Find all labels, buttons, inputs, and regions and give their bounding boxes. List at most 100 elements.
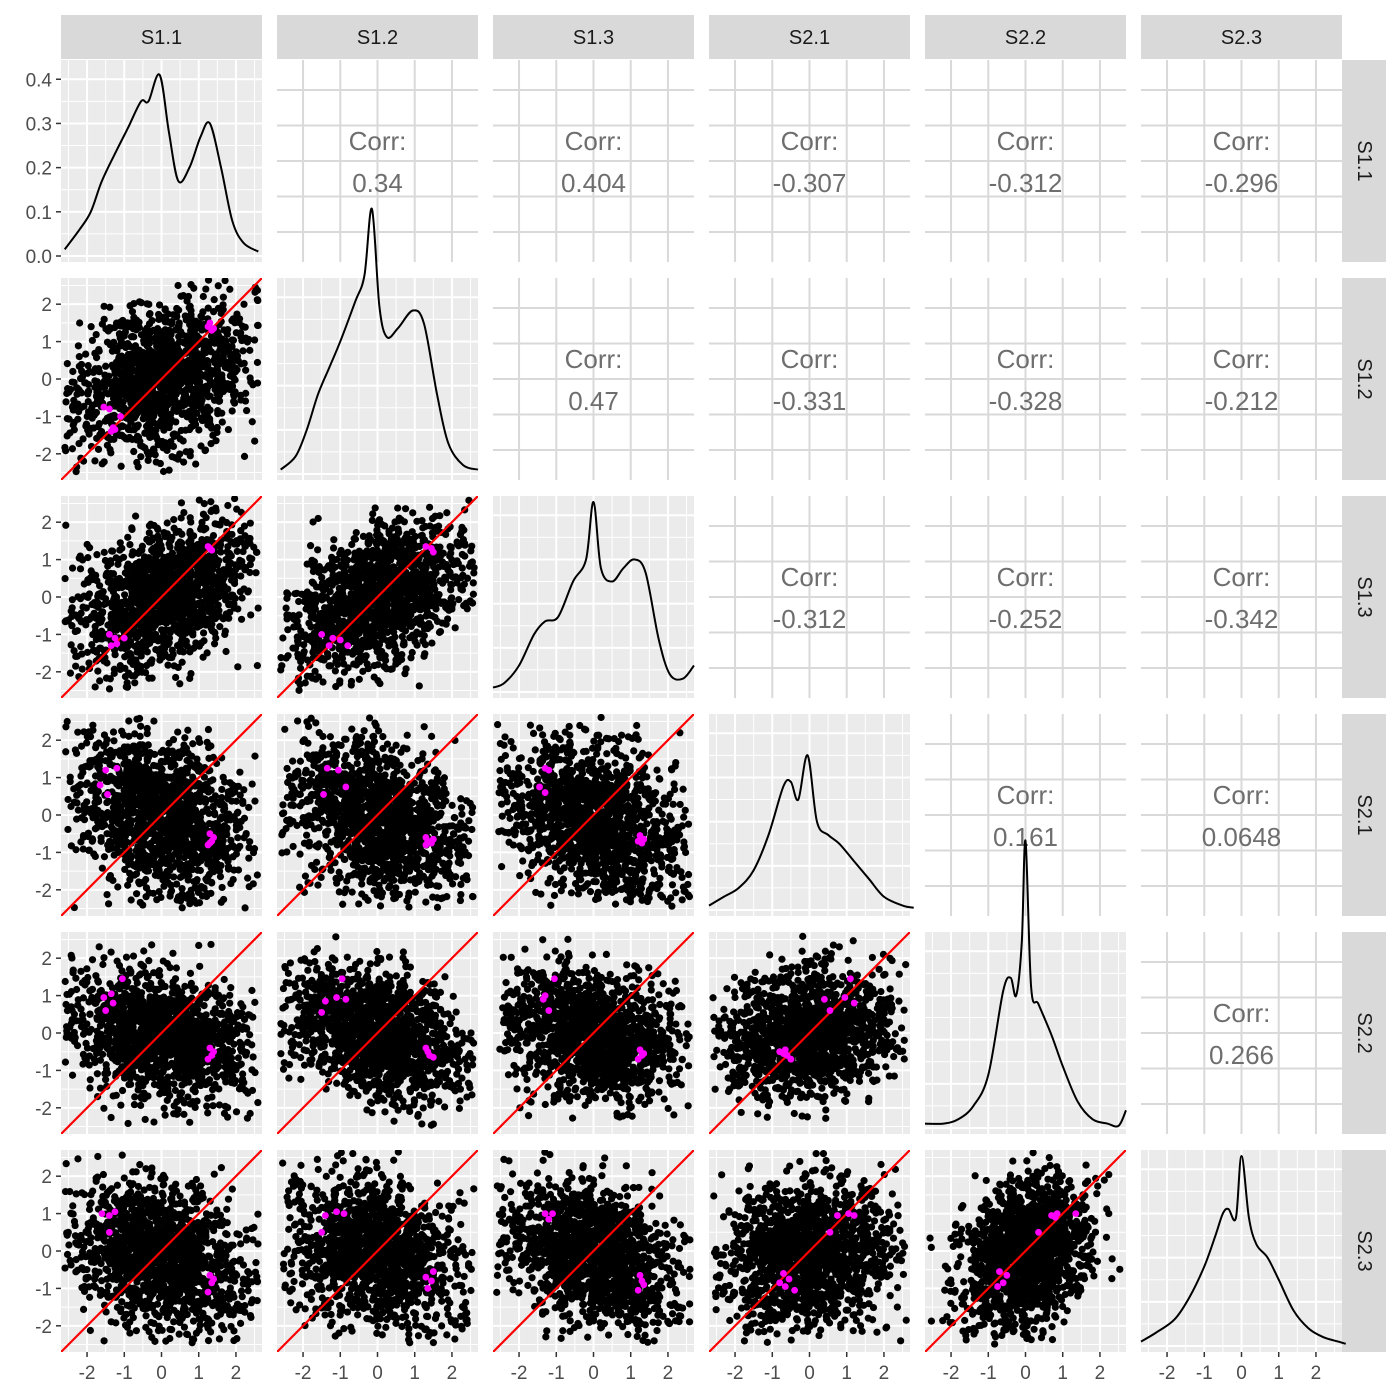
scatter-points: [61, 278, 262, 480]
corr-label: Corr:: [1213, 780, 1271, 810]
panel-s2-3-s1-1: [61, 1150, 262, 1352]
corr-value: 0.404: [561, 168, 626, 198]
highlight-point: [834, 1212, 841, 1219]
grid: [1141, 1150, 1342, 1352]
y-tick-label: -2: [35, 1099, 52, 1120]
corr-label: Corr:: [781, 344, 839, 374]
corr-value: -0.296: [1205, 168, 1279, 198]
grid: [277, 60, 478, 262]
y-tick-label: -1: [35, 625, 52, 646]
x-tick-label: 0: [1020, 1363, 1031, 1384]
highlight-point: [320, 791, 327, 798]
y-tick-label: 0: [41, 806, 52, 827]
panel-s1-2-s2-1: Corr: -0.331: [709, 278, 910, 480]
highlight-point: [640, 835, 648, 843]
highlight-point: [107, 642, 115, 650]
y-tick-label: -2: [35, 1317, 52, 1338]
highlight-point: [102, 766, 110, 774]
panel-s2-3-s2-1: [709, 1150, 910, 1352]
panel-s1-3-s2-1: Corr: -0.312: [709, 496, 910, 698]
y-tick-label: 1: [41, 1205, 52, 1226]
x-tick-label: 0: [804, 1363, 815, 1384]
y-tick-label: 1: [41, 551, 52, 572]
reference-line: [277, 496, 478, 698]
panel-s2-3-s1-3: [493, 1150, 694, 1352]
highlight-point: [321, 997, 329, 1005]
grid: [709, 278, 910, 480]
highlight-point: [850, 1212, 858, 1219]
highlight-point: [429, 548, 437, 556]
scatter-points: [709, 1150, 910, 1352]
density-tick-label: 0.3: [26, 114, 52, 135]
panel-s2-1-s2-3: Corr: 0.0648: [1141, 714, 1342, 916]
density-curve-s2-3: [1140, 1154, 1347, 1345]
highlight-point: [204, 1055, 212, 1063]
highlight-point: [820, 995, 828, 1003]
panel-s1-3-s2-2: Corr: -0.252: [925, 496, 1126, 698]
panel-s2-3-s2-3: [1140, 1150, 1347, 1352]
highlight-point: [996, 1268, 1003, 1275]
corr-label: Corr:: [997, 344, 1055, 374]
column-strip-s1-1: [61, 15, 262, 59]
highlight-point: [318, 1228, 326, 1236]
grid: [925, 496, 1126, 698]
panel-s1-2-s2-2: Corr: -0.328: [925, 278, 1126, 480]
corr-label: Corr:: [1213, 562, 1271, 592]
highlight-point: [104, 791, 111, 798]
density-curve-s2-2: [924, 839, 1127, 1128]
column-label-s2-3: S2.3: [1221, 27, 1262, 49]
corr-value: -0.307: [773, 168, 847, 198]
density-tick-label: 0.4: [26, 70, 53, 91]
x-tick-label: 2: [1095, 1363, 1106, 1384]
panel-s1-3-s1-3: [492, 496, 695, 698]
column-label-s1-3: S1.3: [573, 27, 614, 49]
column-label-s2-1: S2.1: [789, 27, 830, 49]
panel-s1-3-s2-3: Corr: -0.342: [1141, 496, 1342, 698]
highlight-point: [206, 839, 214, 847]
reference-line: [277, 1150, 478, 1352]
y-tick-label: -2: [35, 881, 52, 902]
scatter-points: [61, 932, 262, 1134]
highlight-point: [826, 1007, 834, 1014]
reference-line: [277, 714, 478, 916]
corr-label: Corr:: [781, 126, 839, 156]
highlight-point: [781, 1046, 789, 1054]
corr-label: Corr:: [997, 780, 1055, 810]
panel-s1-1-s1-2: Corr: 0.34: [277, 60, 478, 262]
highlight-point: [210, 1048, 218, 1056]
grid: [925, 932, 1126, 1134]
panel-s2-2-s1-2: [277, 932, 478, 1134]
highlight-point: [847, 975, 854, 983]
x-tick-label: -1: [332, 1363, 349, 1384]
y-tick-label: 0: [41, 370, 52, 391]
highlight-point: [1072, 1210, 1080, 1217]
highlight-point: [536, 783, 543, 791]
highlight-point: [634, 1055, 642, 1063]
highlight-point: [105, 405, 113, 413]
x-tick-label: 1: [625, 1363, 636, 1384]
highlight-point: [422, 1273, 430, 1281]
reference-line: [61, 714, 262, 916]
highlight-point: [1003, 1271, 1011, 1279]
row-label-s2-3: S2.3: [1353, 1230, 1375, 1271]
density-curve-s2-1: [708, 754, 914, 909]
highlight-point: [429, 1053, 437, 1061]
density-curve-s1-1: [63, 73, 259, 253]
x-tick-label: 0: [156, 1363, 167, 1384]
highlight-point: [333, 1208, 340, 1216]
corr-label: Corr:: [1213, 998, 1271, 1028]
panel-s1-2-s1-2: [277, 207, 479, 480]
column-strip-s2-1: [709, 15, 910, 59]
density-tick-label: 0.1: [26, 203, 52, 224]
row-label-s2-2: S2.2: [1353, 1012, 1375, 1053]
column-strip-s2-3: [1141, 15, 1342, 59]
panel-s1-3-s1-1: [61, 496, 262, 698]
y-tick-label: 2: [41, 513, 52, 534]
grid: [1141, 496, 1342, 698]
reference-line: [61, 278, 262, 480]
x-tick-label: 2: [447, 1363, 458, 1384]
column-label-s1-1: S1.1: [141, 27, 182, 49]
scatter-points: [925, 1150, 1126, 1352]
row-strip-s1-1: [1342, 60, 1386, 262]
highlight-point: [204, 543, 212, 550]
